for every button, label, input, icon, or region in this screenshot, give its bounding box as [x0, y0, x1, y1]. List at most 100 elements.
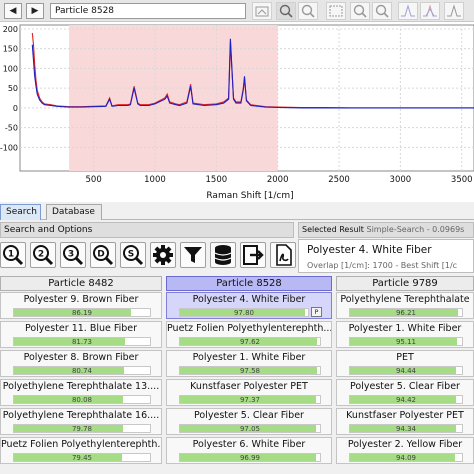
result-name: Polyester 6. White Fiber: [192, 439, 306, 450]
zoom-3-button[interactable]: 3: [60, 242, 86, 268]
x-tick-label: 1500: [206, 175, 228, 185]
score-bar: 97.62: [179, 337, 321, 346]
gear-button[interactable]: [150, 242, 176, 268]
score-value: 80.08: [71, 396, 93, 404]
result-item[interactable]: PET 94.44: [336, 350, 474, 377]
result-item[interactable]: Polyethylene Terephthalate 13.... 80.08: [0, 379, 162, 406]
pin-badge[interactable]: P: [311, 307, 322, 317]
result-name: Polyester 2. Yellow Fiber: [347, 439, 463, 450]
score-bar: 94.34: [349, 424, 463, 433]
result-item[interactable]: Polyester 8. Brown Fiber 80.74: [0, 350, 162, 377]
score-bar-fill: [350, 454, 456, 461]
score-bar: 97.05: [179, 424, 321, 433]
back-button[interactable]: ◀: [4, 3, 22, 19]
score-value: 94.34: [395, 425, 417, 433]
pdf-button[interactable]: [270, 242, 296, 268]
forward-button[interactable]: ▶: [26, 3, 44, 19]
particle-title[interactable]: Particle 8528: [50, 3, 246, 19]
result-item[interactable]: Kunstfaser Polyester PET 97.37: [166, 379, 332, 406]
result-item[interactable]: Polyester 6. White Fiber 96.99: [166, 437, 332, 464]
selected-result-name: Polyester 4. White Fiber: [307, 244, 432, 256]
column-header[interactable]: Particle 9789: [336, 276, 474, 291]
tab-database[interactable]: Database: [46, 204, 102, 220]
score-bar: 81.73: [13, 337, 151, 346]
select-region-icon[interactable]: [326, 2, 346, 20]
result-name: Puetz Folien Polyethylenterephth...: [167, 323, 331, 334]
result-name: Polyester 5. Clear Fiber: [194, 410, 304, 421]
zoom-1-button[interactable]: 1: [0, 242, 26, 268]
score-bar-fill: [180, 309, 306, 316]
gear-icon: [153, 245, 173, 265]
zoom-2-button[interactable]: 2: [30, 242, 56, 268]
result-item[interactable]: Polyester 1. White Fiber 95.11: [336, 321, 474, 348]
spectrum-chart[interactable]: 500 1000 1500 2000 2500 3000 3500 200 150 100 50 0-…: [0, 22, 474, 202]
zoom-in-icon[interactable]: [276, 2, 296, 20]
result-item[interactable]: Puetz Folien Polyethylenterephth... 97.62: [166, 321, 332, 348]
result-name: Polyester 4. White Fiber: [192, 294, 306, 305]
search-options-header: Search and Options: [0, 222, 294, 238]
score-bar: 94.42: [349, 395, 463, 404]
score-value: 97.62: [239, 338, 261, 346]
result-item[interactable]: Polyethylene Terephthalate 96.21: [336, 292, 474, 319]
y-tick-label: 0: [13, 104, 18, 113]
y-tick-label: -100: [0, 143, 18, 152]
result-item[interactable]: Polyester 4. White Fiber 97.80 P: [166, 292, 332, 319]
score-bar: 86.19: [13, 308, 151, 317]
result-item[interactable]: Polyester 11. Blue Fiber 81.73: [0, 321, 162, 348]
result-item[interactable]: Polyester 9. Brown Fiber 86.19: [0, 292, 162, 319]
zoom-d-icon: D: [93, 245, 114, 266]
result-name: Polyester 11. Blue Fiber: [24, 323, 138, 334]
score-bar-fill: [14, 309, 132, 316]
zoom-d-button[interactable]: D: [90, 242, 116, 268]
zoom-region-icon[interactable]: [350, 2, 370, 20]
score-bar: 97.58: [179, 366, 321, 375]
score-value: 94.42: [395, 396, 417, 404]
zoom-s-button[interactable]: S: [120, 242, 146, 268]
result-item[interactable]: Kunstfaser Polyester PET 94.34: [336, 408, 474, 435]
result-item[interactable]: Polyester 1. White Fiber 97.58: [166, 350, 332, 377]
score-value: 86.19: [71, 309, 93, 317]
peak-view-icon[interactable]: [398, 2, 418, 20]
svg-text:3: 3: [68, 250, 74, 260]
x-tick-label: 1000: [144, 175, 166, 185]
score-value: 97.80: [233, 309, 255, 317]
peak-compare-icon[interactable]: [444, 2, 464, 20]
zoom-1-icon: 1: [3, 245, 24, 266]
selected-result-title: Selected Result: [302, 225, 364, 234]
zoom-out-icon[interactable]: [298, 2, 318, 20]
export-button[interactable]: [240, 242, 266, 268]
score-bar-fill: [180, 367, 317, 374]
score-bar: 79.45: [13, 453, 151, 462]
search-mode-label: Simple-Search - 0.0969s: [366, 225, 465, 234]
column-header[interactable]: Particle 8482: [0, 276, 162, 291]
result-item[interactable]: Polyethylene Terephthalate 16.... 79.78: [0, 408, 162, 435]
score-bar-fill: [350, 396, 456, 403]
peak-overlay-icon[interactable]: [420, 2, 440, 20]
database-button[interactable]: [210, 242, 236, 268]
zoom-3-icon: 3: [63, 245, 84, 266]
reset-view-icon[interactable]: [372, 2, 392, 20]
filter-button[interactable]: [180, 242, 206, 268]
y-tick-label: 200: [3, 25, 18, 34]
score-value: 97.37: [239, 396, 261, 404]
result-name: Polyester 5. Clear Fiber: [350, 381, 460, 392]
result-name: Polyester 8. Brown Fiber: [23, 352, 139, 363]
export-icon: [243, 245, 264, 265]
x-axis-label: Raman Shift [1/cm]: [206, 191, 293, 201]
save-plot-icon[interactable]: [252, 2, 272, 20]
result-item[interactable]: Polyester 5. Clear Fiber 97.05: [166, 408, 332, 435]
x-tick-label: 2500: [328, 175, 350, 185]
score-bar: 94.44: [349, 366, 463, 375]
result-item[interactable]: Puetz Folien Polyethylenterephth... 79.45: [0, 437, 162, 464]
pdf-icon: [276, 244, 292, 266]
result-name: Polyester 9. Brown Fiber: [23, 294, 139, 305]
score-bar: 96.21: [349, 308, 463, 317]
spectrum-plot[interactable]: 500 1000 1500 2000 2500 3000 3500200150100500-…: [0, 22, 474, 202]
tab-search[interactable]: Search: [0, 204, 41, 220]
result-item[interactable]: Polyester 2. Yellow Fiber 94.09: [336, 437, 474, 464]
result-item[interactable]: Polyester 5. Clear Fiber 94.42: [336, 379, 474, 406]
column-header[interactable]: Particle 8528: [166, 276, 332, 291]
score-bar: 79.78: [13, 424, 151, 433]
score-value: 94.44: [395, 367, 417, 375]
